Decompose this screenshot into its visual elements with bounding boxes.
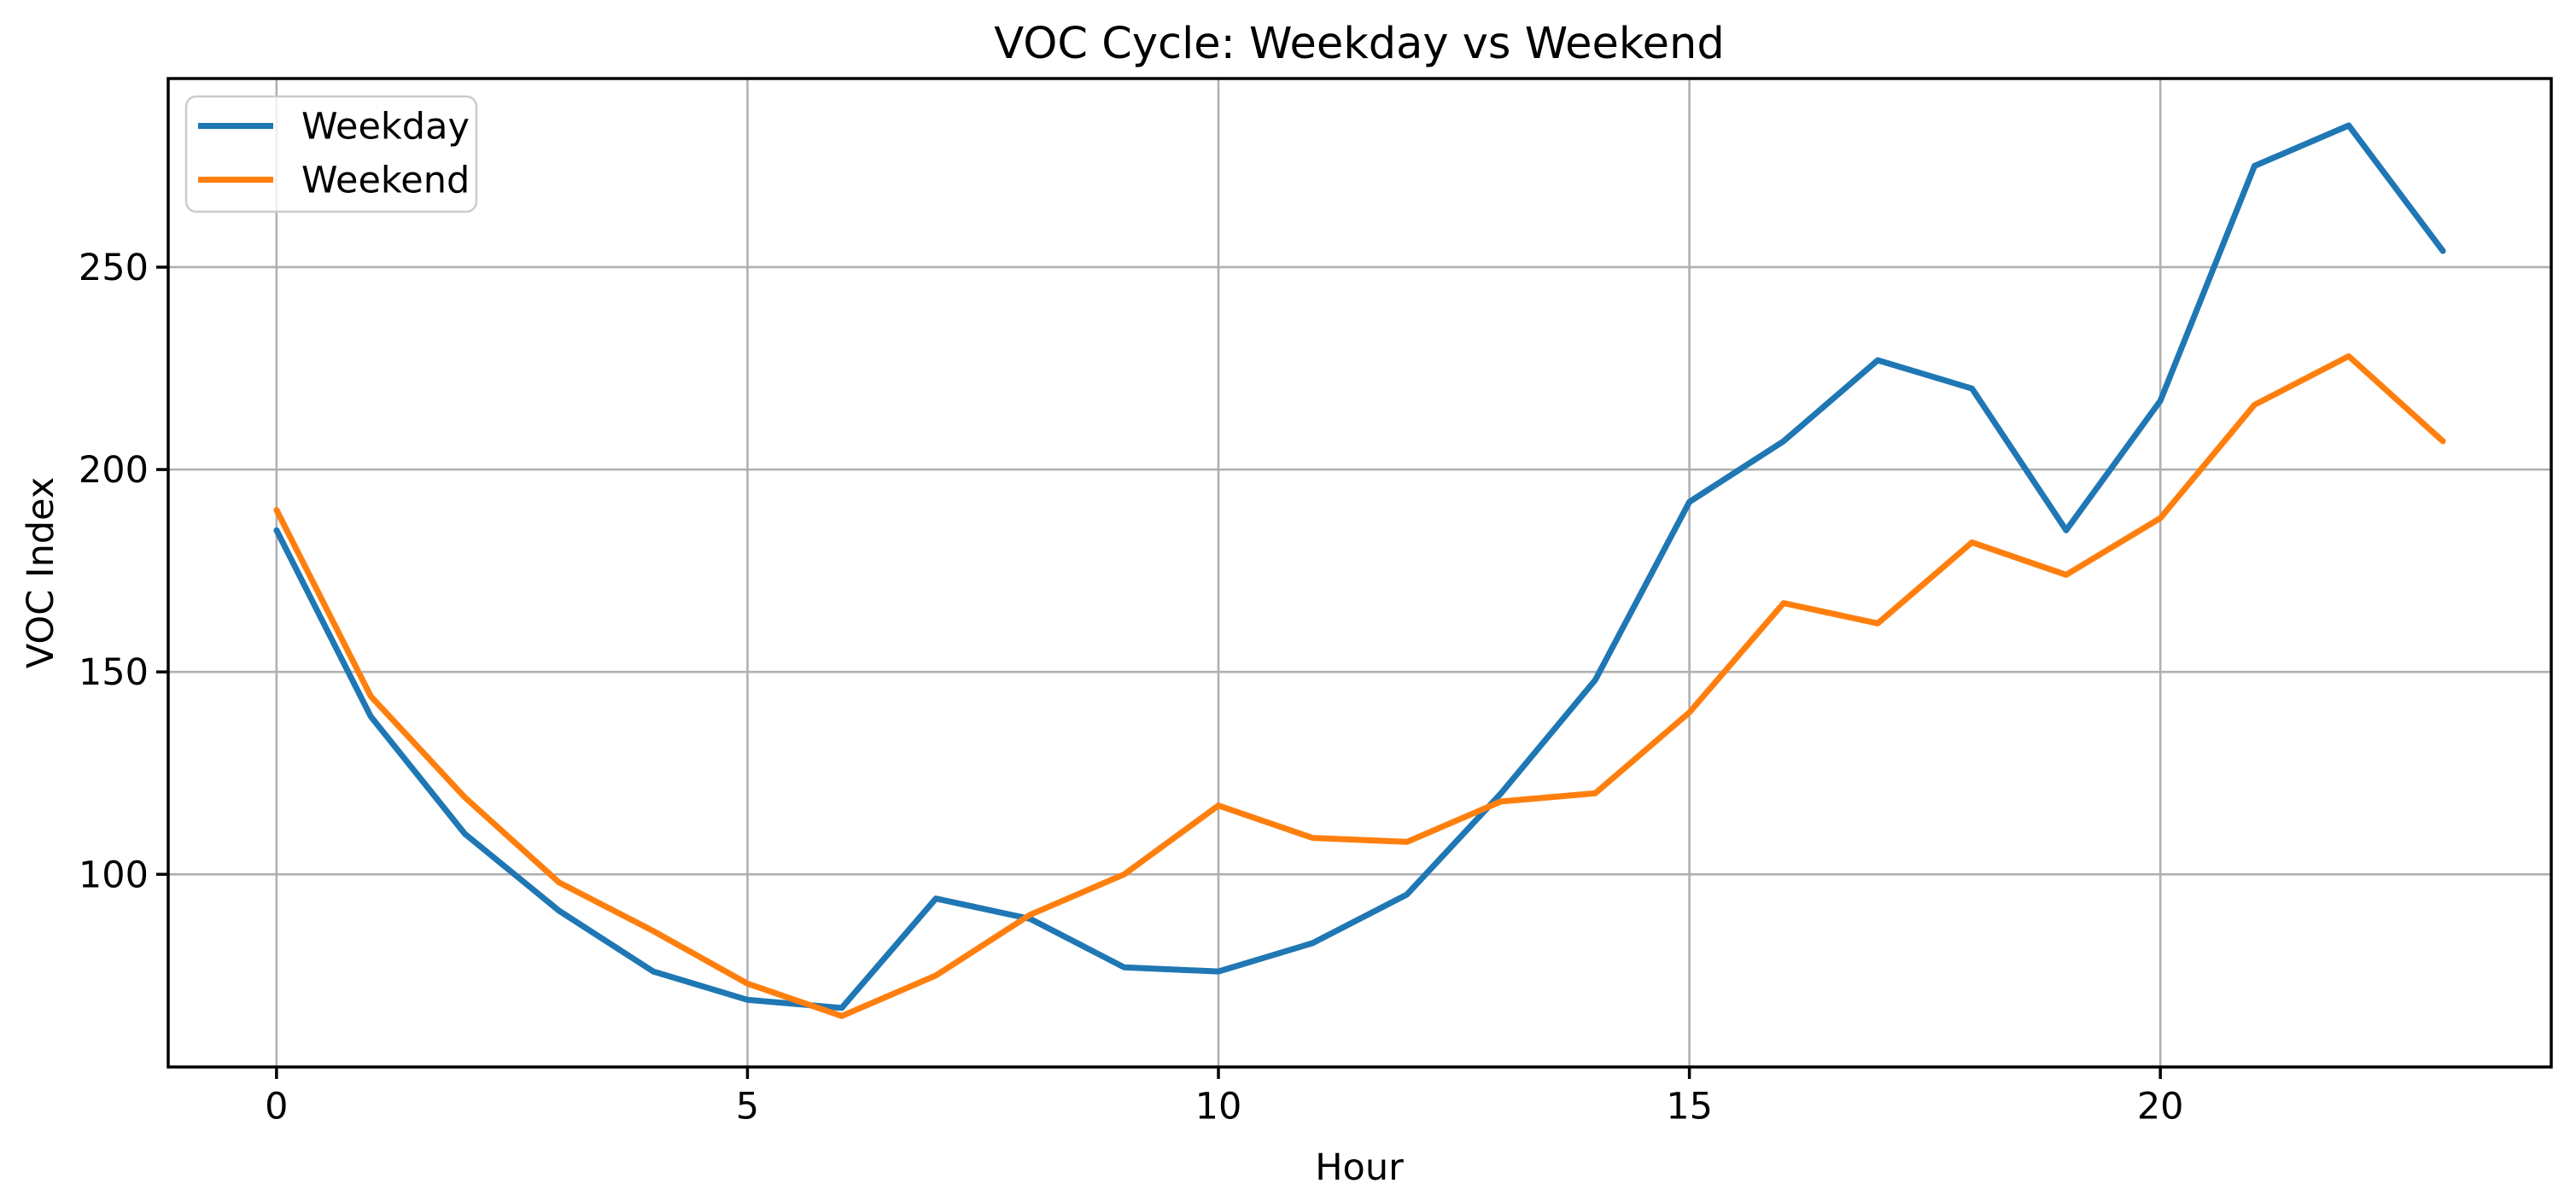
xtick-label-20: 20 [2137, 1086, 2184, 1128]
ytick-label-250: 250 [79, 247, 149, 289]
series-line-weekend [273, 353, 2446, 1019]
gridlines [168, 79, 2551, 1067]
data-series [273, 122, 2446, 1019]
ytick-label-100: 100 [79, 854, 149, 896]
axes-spines [166, 77, 2553, 1069]
y-axis-label: VOC Index [20, 477, 62, 669]
xtick-label-15: 15 [1666, 1086, 1713, 1128]
xtick-label-10: 10 [1195, 1086, 1242, 1128]
ytick-label-200: 200 [79, 449, 149, 492]
chart-title: VOC Cycle: Weekday vs Weekend [994, 19, 1724, 69]
xtick-label-5: 5 [736, 1086, 759, 1128]
ytick-label-150: 150 [79, 651, 149, 694]
series-line-weekday [273, 122, 2446, 1012]
legend-label-weekday: Weekday [301, 106, 470, 149]
tick-marks [156, 265, 2162, 1079]
legend-label-weekend: Weekend [301, 160, 470, 202]
legend: Weekday Weekend [184, 95, 478, 213]
x-axis-label: Hour [1315, 1146, 1404, 1189]
tick-labels: 0 5 10 15 20 100 150 200 250 [79, 247, 2184, 1128]
xtick-label-0: 0 [265, 1086, 288, 1128]
